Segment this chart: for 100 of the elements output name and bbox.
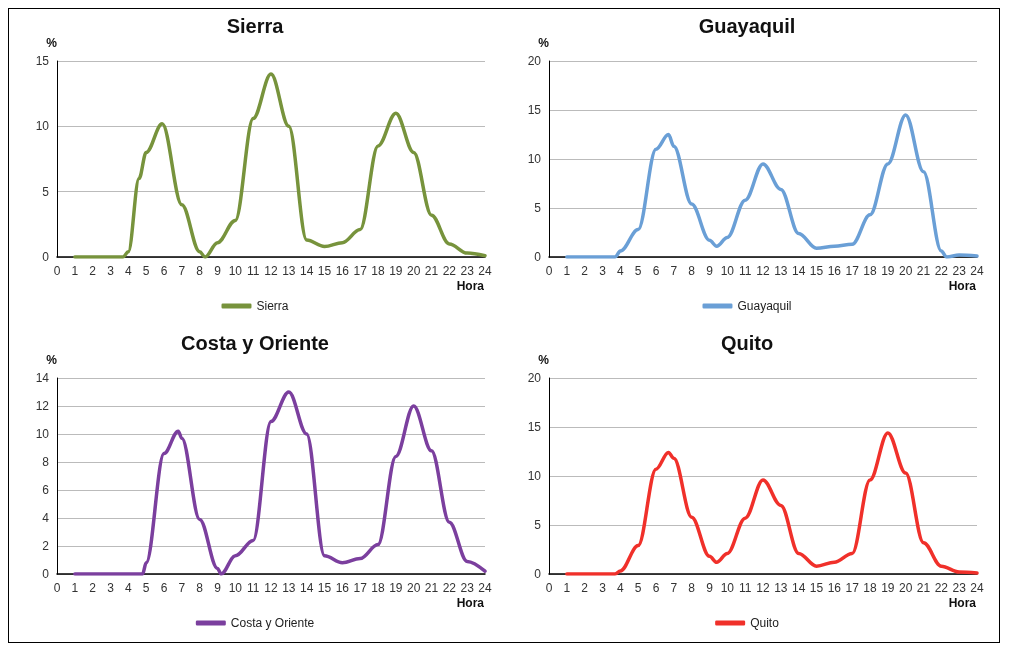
x-tick-label: 18 bbox=[371, 264, 385, 278]
y-tick-label: 0 bbox=[42, 250, 50, 264]
y-tick-label: 4 bbox=[42, 510, 50, 525]
x-tick-label: 2 bbox=[89, 264, 97, 278]
x-tick-label: 14 bbox=[299, 264, 314, 278]
x-tick-label: 12 bbox=[264, 580, 278, 595]
y-tick-label: 10 bbox=[35, 119, 50, 134]
x-tick-label: 22 bbox=[934, 264, 949, 278]
x-tick-label: 5 bbox=[142, 580, 150, 595]
x-tick-label: 22 bbox=[442, 580, 457, 595]
x-tick-label: 0 bbox=[53, 264, 61, 278]
legend-label: Costa y Oriente bbox=[230, 615, 315, 630]
x-tick-label: 8 bbox=[196, 580, 204, 595]
x-tick-label: 18 bbox=[371, 580, 385, 595]
x-tick-label: 23 bbox=[460, 580, 475, 595]
x-tick-label: 15 bbox=[317, 580, 332, 595]
x-tick-label: 11 bbox=[738, 264, 752, 278]
x-tick-label: 23 bbox=[952, 264, 967, 278]
x-tick-label: 24 bbox=[970, 580, 984, 595]
x-tick-label: 3 bbox=[599, 264, 607, 278]
x-tick-label: 8 bbox=[688, 580, 696, 595]
y-tick-label: 10 bbox=[527, 468, 542, 483]
x-tick-label: 7 bbox=[670, 264, 678, 278]
x-tick-label: 7 bbox=[178, 264, 186, 278]
y-tick-label: 10 bbox=[527, 152, 542, 166]
x-tick-label: 19 bbox=[389, 580, 403, 595]
y-tick-label: 20 bbox=[527, 54, 542, 68]
line-series bbox=[565, 430, 979, 576]
x-tick-label: 20 bbox=[406, 264, 421, 278]
x-tick-label: 13 bbox=[774, 580, 788, 595]
x-tick-label: 8 bbox=[688, 264, 696, 278]
x-tick-label: 14 bbox=[299, 580, 314, 595]
x-tick-label: 4 bbox=[124, 580, 132, 595]
line-series bbox=[565, 113, 979, 259]
x-tick-label: 5 bbox=[142, 264, 150, 278]
x-tick-label: 22 bbox=[442, 264, 457, 278]
y-axis-title: % bbox=[538, 36, 550, 50]
x-tick-label: 20 bbox=[898, 264, 913, 278]
y-tick-label: 0 bbox=[534, 250, 542, 264]
x-tick-label: 7 bbox=[178, 580, 186, 595]
y-tick-label: 15 bbox=[527, 103, 542, 117]
x-tick-label: 17 bbox=[845, 264, 860, 278]
y-tick-label: 2 bbox=[42, 538, 50, 553]
chart-title: Sierra bbox=[226, 15, 285, 37]
y-tick-label: 15 bbox=[527, 419, 542, 434]
x-tick-label: 3 bbox=[107, 580, 115, 595]
x-tick-label: 9 bbox=[214, 580, 222, 595]
x-tick-label: 8 bbox=[196, 264, 204, 278]
x-axis-title: Hora bbox=[456, 595, 485, 610]
x-tick-label: 22 bbox=[934, 580, 949, 595]
x-tick-label: 15 bbox=[809, 264, 824, 278]
chart-title: Quito bbox=[720, 331, 774, 354]
x-tick-label: 13 bbox=[774, 264, 788, 278]
x-tick-label: 5 bbox=[634, 580, 642, 595]
x-axis-title: Hora bbox=[948, 595, 977, 610]
x-tick-label: 13 bbox=[282, 264, 296, 278]
x-tick-label: 15 bbox=[317, 264, 332, 278]
y-tick-label: 8 bbox=[42, 454, 50, 469]
y-tick-label: 10 bbox=[35, 426, 50, 441]
x-tick-label: 18 bbox=[863, 264, 877, 278]
x-tick-label: 23 bbox=[460, 264, 475, 278]
y-axis-title: % bbox=[46, 36, 58, 50]
x-tick-label: 21 bbox=[916, 264, 931, 278]
x-tick-label: 9 bbox=[706, 264, 714, 278]
y-axis-title: % bbox=[538, 352, 550, 367]
x-tick-label: 6 bbox=[652, 580, 660, 595]
x-tick-label: 18 bbox=[863, 580, 877, 595]
y-tick-label: 0 bbox=[534, 566, 542, 581]
y-tick-label: 0 bbox=[42, 566, 50, 581]
x-tick-label: 12 bbox=[756, 580, 770, 595]
x-tick-label: 6 bbox=[652, 264, 660, 278]
x-tick-label: 17 bbox=[353, 580, 368, 595]
x-tick-label: 14 bbox=[791, 580, 806, 595]
x-tick-label: 16 bbox=[827, 580, 842, 595]
x-tick-label: 14 bbox=[791, 264, 806, 278]
x-tick-label: 24 bbox=[478, 264, 492, 278]
x-tick-label: 0 bbox=[545, 264, 553, 278]
x-tick-label: 11 bbox=[246, 580, 260, 595]
y-tick-label: 5 bbox=[42, 184, 50, 199]
x-axis-title: Hora bbox=[456, 279, 485, 293]
x-tick-label: 13 bbox=[282, 580, 296, 595]
x-tick-label: 7 bbox=[670, 580, 678, 595]
x-tick-label: 17 bbox=[353, 264, 368, 278]
line-series bbox=[73, 389, 487, 576]
line-series bbox=[73, 72, 487, 259]
x-tick-label: 21 bbox=[424, 264, 439, 278]
x-tick-label: 4 bbox=[616, 264, 624, 278]
x-tick-label: 19 bbox=[881, 264, 895, 278]
x-tick-label: 24 bbox=[478, 580, 492, 595]
x-tick-label: 10 bbox=[720, 264, 735, 278]
x-tick-label: 4 bbox=[124, 264, 132, 278]
x-tick-label: 1 bbox=[71, 264, 79, 278]
y-tick-label: 5 bbox=[534, 517, 542, 532]
x-tick-label: 1 bbox=[71, 580, 79, 595]
x-tick-label: 2 bbox=[89, 580, 97, 595]
y-tick-label: 5 bbox=[534, 201, 542, 215]
x-tick-label: 24 bbox=[970, 264, 984, 278]
x-tick-label: 19 bbox=[881, 580, 895, 595]
x-tick-label: 6 bbox=[160, 580, 168, 595]
y-axis-title: % bbox=[46, 352, 58, 367]
